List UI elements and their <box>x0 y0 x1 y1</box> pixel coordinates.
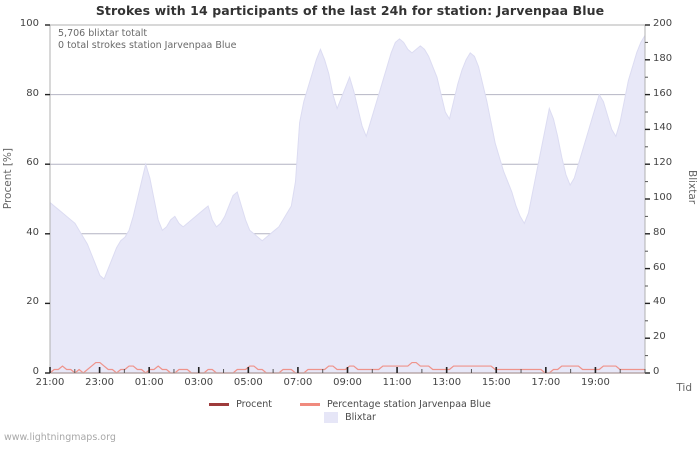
legend-label: Procent <box>236 399 272 410</box>
x-axis-label: Tid <box>676 382 692 394</box>
x-tick-1100: 11:00 <box>382 377 412 388</box>
y-tick-right-40: 40 <box>653 296 666 308</box>
y-tick-right-140: 140 <box>653 122 673 134</box>
y-tick-right-60: 60 <box>653 261 666 273</box>
x-tick-1500: 15:00 <box>481 377 511 388</box>
y-tick-right-100: 100 <box>653 192 673 203</box>
y-tick-left-40: 40 <box>26 226 39 238</box>
legend-label: Blixtar <box>345 412 376 423</box>
legend-label: Percentage station Jarvenpaa Blue <box>326 399 491 410</box>
legend-swatch-icon <box>324 412 339 423</box>
y-axis-label-right: Blixtar <box>686 170 698 205</box>
y-tick-left-100: 100 <box>19 18 39 29</box>
y-tick-left-20: 20 <box>26 296 39 308</box>
legend-row-secondary: Blixtar <box>0 411 700 424</box>
legend-swatch-icon <box>299 403 320 406</box>
x-tick-1700: 17:00 <box>531 377 561 388</box>
y-tick-left-0: 0 <box>32 366 39 377</box>
y-tick-right-120: 120 <box>653 157 673 169</box>
legend-item-percentage[interactable]: Percentage station Jarvenpaa Blue <box>299 399 491 410</box>
y-tick-right-0: 0 <box>653 366 660 377</box>
legend-swatch-icon <box>209 403 230 406</box>
y-tick-right-80: 80 <box>653 226 666 238</box>
y-tick-right-180: 180 <box>653 52 673 64</box>
footer-source: www.lightningmaps.org <box>4 432 116 443</box>
y-tick-right-200: 200 <box>653 18 673 29</box>
legend-item-procent[interactable]: Procent <box>209 399 272 410</box>
x-tick-2100: 21:00 <box>35 377 65 388</box>
legend-row-primary: Procent Percentage station Jarvenpaa Blue <box>0 398 700 411</box>
x-tick-1900: 19:00 <box>580 377 610 388</box>
x-tick-0700: 07:00 <box>283 377 313 388</box>
y-tick-left-60: 60 <box>26 157 39 169</box>
chart-title: Strokes with 14 participants of the last… <box>95 3 605 18</box>
y-tick-right-160: 160 <box>653 87 673 99</box>
x-tick-0300: 03:00 <box>184 377 214 388</box>
chart-legend: Procent Percentage station Jarvenpaa Blue… <box>0 398 700 424</box>
x-tick-0500: 05:00 <box>233 377 263 388</box>
y-tick-left-80: 80 <box>26 87 39 99</box>
x-tick-2300: 23:00 <box>85 377 114 388</box>
x-tick-1300: 13:00 <box>432 377 462 388</box>
annotation-station-strokes: 0 total strokes station Jarvenpaa Blue <box>58 40 237 51</box>
annotation-total-strokes: 5,706 blixtar totalt <box>58 28 148 39</box>
x-tick-0100: 01:00 <box>134 377 164 388</box>
legend-item-blixtar[interactable]: Blixtar <box>324 412 376 423</box>
y-tick-right-20: 20 <box>653 331 666 343</box>
x-tick-0900: 09:00 <box>333 377 362 388</box>
